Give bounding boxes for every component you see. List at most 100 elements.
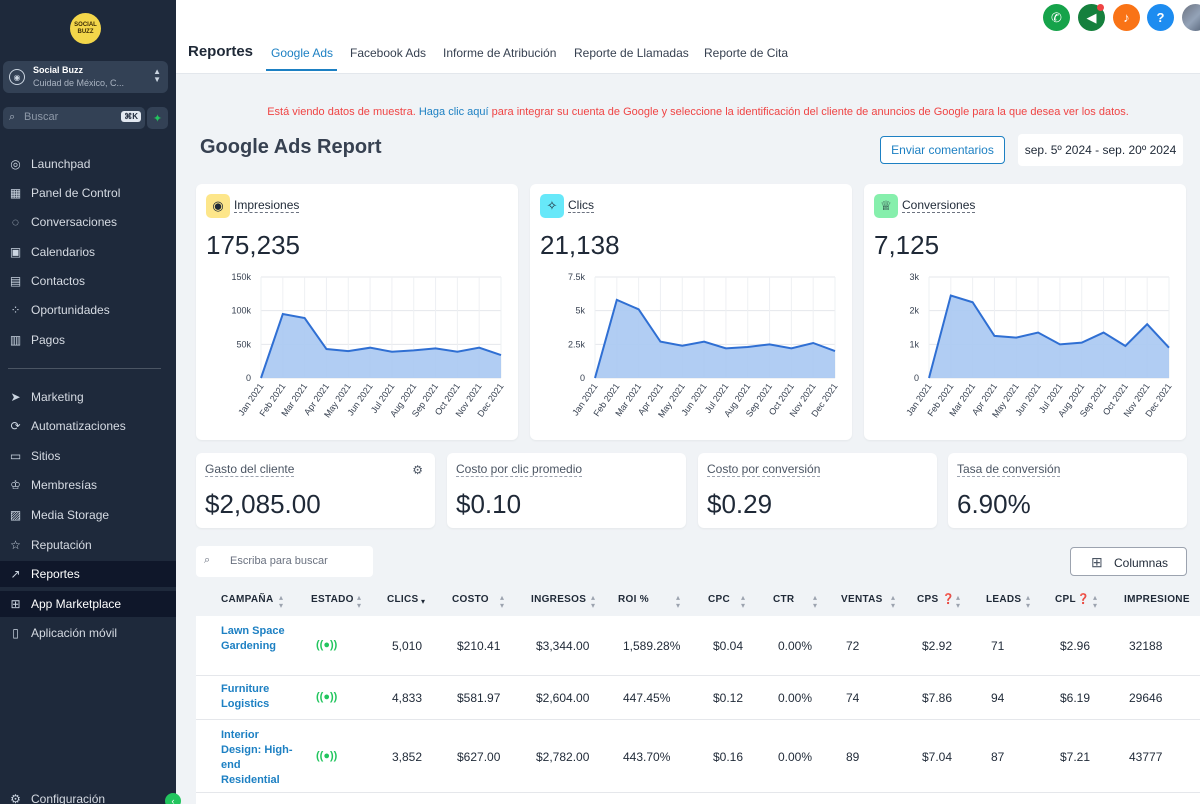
help-icon[interactable]: ❓ [1077, 594, 1090, 605]
contacts-icon: ▤ [9, 273, 22, 288]
campaign-link[interactable]: Interior Design: High-end Residential [221, 729, 293, 786]
y-tick-label: 0 [580, 373, 585, 383]
brand-logo[interactable]: SOCIAL BUZZ [70, 13, 101, 44]
help-icon: ? [1156, 10, 1165, 25]
table-search-input[interactable]: ⌕ Escriba para buscar [196, 546, 373, 577]
report-title: Google Ads Report [200, 136, 382, 158]
sidebar-item-sitios[interactable]: ▭ Sitios [0, 443, 176, 469]
sort-icon[interactable]: ▴ ▾ [500, 593, 505, 610]
membership-icon: ♔ [10, 477, 21, 492]
integrate-google-link[interactable]: Haga clic aquí [418, 106, 489, 118]
col-clics[interactable]: CLICS [387, 594, 419, 605]
sidebar-item-oportunidades[interactable]: ⁘ Oportunidades [0, 297, 176, 323]
help-icon[interactable]: ❓ [942, 594, 955, 605]
cell-roi: 447.45% [623, 691, 671, 705]
tab-facebook-ads[interactable]: Facebook Ads [350, 46, 427, 60]
campaign-link[interactable]: Furniture Logistics [221, 683, 270, 710]
sidebar-item-media-storage[interactable]: ▨ Media Storage [0, 502, 176, 528]
banner-suffix: para integrar su cuenta de Google y sele… [488, 106, 1129, 118]
sort-icon[interactable]: ▴ ▾ [676, 593, 681, 610]
sidebar-item-reputacion[interactable]: ☆ Reputación [0, 532, 176, 558]
sort-icon[interactable]: ▴ ▾ [357, 593, 362, 610]
grid-icon: ▦ [9, 185, 22, 200]
col-cpl[interactable]: CPL [1055, 594, 1076, 605]
sort-icon[interactable]: ▴ ▾ [813, 593, 818, 610]
sidebar-item-contactos[interactable]: ▤ Contactos [0, 268, 176, 294]
sidebar-item-marketing[interactable]: ➤ Marketing [0, 384, 176, 410]
col-impresiones[interactable]: IMPRESIONE [1124, 594, 1190, 605]
stat-label[interactable]: Costo por clic promedio [456, 462, 583, 477]
cell-impresiones: 43777 [1129, 750, 1163, 764]
col-ventas[interactable]: VENTAS [841, 594, 883, 605]
cell-impresiones: 32188 [1129, 639, 1163, 653]
tab-reporte-cita[interactable]: Reporte de Cita [704, 46, 789, 60]
sort-icon[interactable]: ▴ ▾ [591, 593, 596, 610]
kpi-label[interactable]: Clics [568, 198, 594, 213]
col-cpc[interactable]: CPC [708, 594, 731, 605]
kpi-label[interactable]: Conversiones [902, 198, 976, 213]
stat-label[interactable]: Costo por conversión [707, 462, 821, 477]
kpi-value: 7,125 [874, 230, 940, 260]
sidebar-item-calendarios[interactable]: ▣ Calendarios [0, 239, 176, 265]
sort-icon[interactable]: ▴ ▾ [1026, 593, 1031, 610]
sort-icon[interactable]: ▴ ▾ [891, 593, 896, 610]
col-cps[interactable]: CPS [917, 594, 939, 605]
stat-label[interactable]: Gasto del cliente [205, 462, 295, 477]
col-leads[interactable]: LEADS [986, 594, 1022, 605]
sort-icon[interactable]: ▴ ▾ [956, 593, 961, 610]
sort-icon[interactable]: ▴ ▾ [1093, 593, 1098, 610]
cell-cps: $7.86 [922, 691, 953, 705]
col-campana[interactable]: CAMPAÑA [221, 594, 274, 605]
notifications-button[interactable]: ♪ [1113, 4, 1140, 31]
sample-data-banner: Está viendo datos de muestra. Haga clic … [196, 106, 1200, 118]
tab-google-ads[interactable]: Google Ads [271, 46, 334, 60]
sidebar-item-pagos[interactable]: ▥ Pagos [0, 327, 176, 353]
account-switcher[interactable]: ◉ Social Buzz Cuidad de México, C... ▲ ▼ [3, 61, 168, 93]
cell-ingresos: $2,782.00 [536, 750, 590, 764]
date-range-picker[interactable]: sep. 5º 2024 - sep. 20º 2024 [1018, 134, 1183, 166]
send-feedback-button[interactable]: Enviar comentarios [880, 136, 1005, 164]
sidebar-item-reportes[interactable]: ↗ Reportes [0, 561, 176, 587]
payments-icon: ▥ [9, 332, 22, 347]
y-tick-label: 150k [231, 272, 251, 282]
cell-cps: $2.92 [922, 639, 953, 653]
stat-value: $2,085.00 [205, 489, 321, 519]
col-costo[interactable]: COSTO [452, 594, 489, 605]
sort-desc-icon[interactable]: ▾ [421, 597, 426, 606]
columns-button[interactable]: ⊞ Columnas [1070, 547, 1187, 576]
tab-reporte-llamadas[interactable]: Reporte de Llamadas [574, 46, 689, 60]
search-icon: ⌕ [9, 111, 16, 123]
sidebar: SOCIAL BUZZ ◉ Social Buzz Cuidad de Méxi… [0, 0, 181, 804]
col-ingresos[interactable]: INGRESOS [531, 594, 587, 605]
sort-icon[interactable]: ▴ ▾ [279, 593, 284, 610]
sidebar-item-configuracion[interactable]: ⚙ Configuración [0, 786, 176, 804]
sidebar-item-automatizaciones[interactable]: ⟳ Automatizaciones [0, 413, 176, 439]
help-button[interactable]: ? [1147, 4, 1174, 31]
sidebar-item-aplicacion-movil[interactable]: ▯ Aplicación móvil [0, 620, 176, 646]
sidebar-item-launchpad[interactable]: ◎ Launchpad [0, 151, 176, 177]
sidebar-item-app-marketplace[interactable]: ⊞ App Marketplace [0, 591, 176, 617]
col-ctr[interactable]: CTR [773, 594, 795, 605]
sort-icon[interactable]: ▴ ▾ [741, 593, 746, 610]
gear-icon[interactable]: ⚙ [412, 463, 423, 477]
sidebar-search[interactable]: ⌕ Buscar ⌘K [3, 107, 145, 129]
sidebar-item-panel-de-control[interactable]: ▦ Panel de Control [0, 180, 176, 206]
gear-icon: ⚙ [10, 791, 21, 804]
sidebar-collapse-button[interactable]: ‹ [165, 793, 181, 804]
tab-informe-atribucion[interactable]: Informe de Atribución [443, 46, 557, 60]
col-estado[interactable]: ESTADO [311, 594, 354, 605]
quick-action-button[interactable]: ✦ [147, 107, 168, 129]
kpi-label[interactable]: Impresiones [234, 198, 300, 213]
col-roi[interactable]: ROI % [618, 594, 649, 605]
campaign-link[interactable]: Lawn Space Gardening [221, 625, 285, 652]
avatar[interactable] [1182, 4, 1200, 31]
phone-button[interactable]: ✆ [1043, 4, 1070, 31]
cell-ventas: 89 [846, 750, 860, 764]
sidebar-item-conversaciones[interactable]: ◌ Conversaciones [0, 209, 176, 235]
sidebar-item-membresias[interactable]: ♔ Membresías [0, 472, 176, 498]
stat-label[interactable]: Tasa de conversión [957, 462, 1061, 477]
cell-ingresos: $2,604.00 [536, 691, 590, 705]
rocket-icon: ◎ [10, 156, 21, 171]
stat-value: $0.10 [456, 489, 522, 519]
announcements-button[interactable]: ◀ [1078, 4, 1105, 31]
